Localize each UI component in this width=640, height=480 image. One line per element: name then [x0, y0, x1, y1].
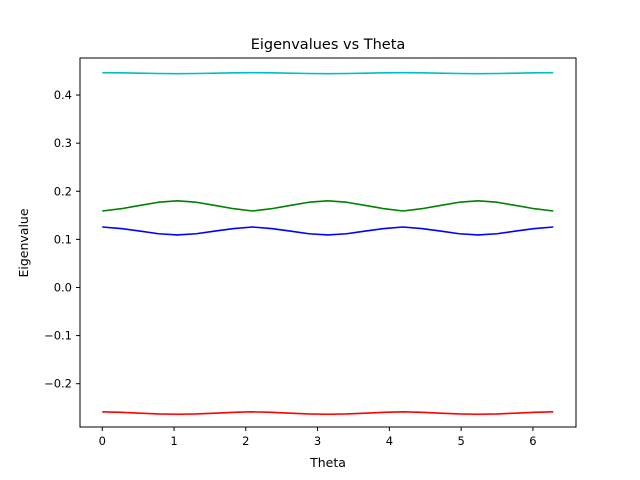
x-tick-label: 0 [99, 434, 106, 448]
chart-title: Eigenvalues vs Theta [251, 37, 406, 53]
y-tick-label: −0.1 [44, 329, 72, 343]
x-tick-label: 3 [314, 434, 321, 448]
x-tick-label: 6 [529, 434, 536, 448]
series-line-2 [102, 200, 554, 212]
y-tick-label: 0.4 [54, 88, 72, 102]
series-layer [102, 71, 554, 416]
x-axis-label: Theta [309, 455, 346, 470]
x-axis: 0 1 2 3 4 5 6 [99, 427, 537, 448]
y-tick-label: 0.1 [54, 232, 72, 246]
y-axis-label: Eigenvalue [16, 208, 31, 277]
series-line-1 [102, 71, 554, 75]
y-tick-label: −0.2 [44, 377, 72, 391]
plot-frame [79, 57, 577, 428]
y-tick-label: 0.0 [54, 280, 72, 294]
y-tick-label: 0.2 [54, 184, 72, 198]
y-tick-label: 0.3 [54, 136, 72, 150]
x-tick-label: 5 [457, 434, 464, 448]
x-tick-label: 2 [242, 434, 249, 448]
x-tick-label: 4 [386, 434, 393, 448]
series-line-4 [102, 411, 554, 416]
y-axis: −0.2 −0.1 0.0 0.1 0.2 0.3 0.4 [44, 88, 80, 391]
series-line-3 [102, 226, 554, 236]
x-tick-label: 1 [170, 434, 177, 448]
